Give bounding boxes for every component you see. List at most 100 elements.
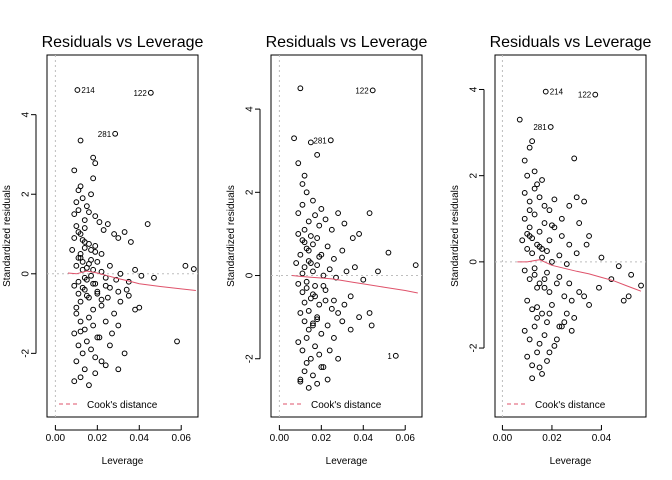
data-point xyxy=(561,293,568,300)
data-point xyxy=(79,195,86,202)
data-point xyxy=(563,261,570,267)
data-point xyxy=(88,346,94,353)
x-tick-label: 0.04 xyxy=(592,433,612,444)
data-point xyxy=(541,220,548,226)
data-point xyxy=(73,304,80,311)
data-point xyxy=(347,293,354,300)
labeled-data-point xyxy=(369,87,376,94)
data-point xyxy=(303,285,310,291)
data-point xyxy=(86,314,92,321)
data-point xyxy=(536,228,543,235)
data-point xyxy=(100,227,107,233)
data-point xyxy=(566,202,573,209)
data-point xyxy=(586,233,592,239)
legend-cooks-distance-label: Cook's distance xyxy=(535,400,606,411)
data-point xyxy=(366,310,373,316)
data-point xyxy=(556,252,563,259)
data-point xyxy=(546,349,553,356)
data-point xyxy=(90,306,97,313)
labeled-data-point xyxy=(392,352,399,359)
data-point xyxy=(314,314,321,321)
y-tick-label: 0 xyxy=(469,259,480,265)
data-point xyxy=(549,258,555,265)
data-point xyxy=(69,247,76,253)
data-point xyxy=(324,243,331,250)
smooth-trend-line xyxy=(67,270,196,291)
labeled-data-point xyxy=(74,87,81,93)
x-tick-label: 0.00 xyxy=(46,433,66,444)
data-point xyxy=(516,116,523,123)
data-point xyxy=(94,288,101,295)
data-point xyxy=(115,235,122,241)
data-point xyxy=(316,253,323,260)
data-point xyxy=(314,235,321,241)
data-point xyxy=(322,297,329,304)
data-point xyxy=(305,384,312,391)
data-point xyxy=(553,336,560,343)
data-point xyxy=(310,320,316,327)
data-point xyxy=(132,266,138,273)
data-point xyxy=(341,301,348,308)
x-tick-label: 0.02 xyxy=(542,433,562,444)
data-point xyxy=(94,290,101,297)
data-point xyxy=(104,294,111,301)
data-point xyxy=(71,235,78,241)
labeled-data-point xyxy=(327,137,334,144)
x-tick-label: 0.02 xyxy=(312,433,332,444)
data-point xyxy=(136,304,143,311)
data-point xyxy=(314,316,321,323)
data-point xyxy=(104,221,111,227)
data-point xyxy=(539,254,545,261)
data-point xyxy=(563,310,570,317)
data-point xyxy=(531,211,538,218)
data-point xyxy=(301,318,308,325)
data-point xyxy=(322,216,329,223)
data-point xyxy=(324,322,331,329)
data-point xyxy=(109,330,115,337)
data-point xyxy=(307,139,314,146)
data-point xyxy=(638,282,644,289)
data-point xyxy=(335,355,342,362)
data-point xyxy=(144,221,151,227)
data-point xyxy=(541,202,548,209)
data-point xyxy=(107,262,113,269)
data-point xyxy=(556,323,563,330)
data-point xyxy=(92,213,99,220)
labeled-data-point xyxy=(547,124,554,130)
data-point xyxy=(335,310,342,316)
data-point xyxy=(546,207,553,214)
data-point xyxy=(293,260,300,266)
point-label: 1 xyxy=(387,352,392,361)
data-point xyxy=(301,368,308,375)
data-point xyxy=(356,231,362,237)
data-point xyxy=(546,310,553,317)
data-point xyxy=(375,268,381,275)
data-point xyxy=(341,220,348,227)
data-point xyxy=(541,332,548,339)
data-point xyxy=(320,364,327,370)
data-point xyxy=(328,305,335,312)
data-point xyxy=(77,374,84,381)
data-point xyxy=(620,297,627,304)
data-point xyxy=(536,280,543,287)
data-point xyxy=(310,197,316,204)
y-axis-label: Standardized residuals xyxy=(450,185,461,287)
data-point xyxy=(75,290,82,297)
data-point xyxy=(75,342,82,349)
data-point xyxy=(529,306,536,313)
data-point xyxy=(299,201,306,208)
data-point xyxy=(343,268,350,275)
data-point xyxy=(295,210,302,217)
data-point xyxy=(102,318,109,325)
data-point xyxy=(98,358,105,365)
data-point xyxy=(539,177,545,183)
data-point xyxy=(521,157,528,164)
data-point xyxy=(299,181,306,187)
data-point xyxy=(526,198,533,205)
data-point xyxy=(598,254,605,261)
data-point xyxy=(331,297,337,304)
data-point xyxy=(71,282,78,289)
data-point xyxy=(90,322,97,329)
data-point xyxy=(529,138,536,145)
data-point xyxy=(83,292,90,299)
